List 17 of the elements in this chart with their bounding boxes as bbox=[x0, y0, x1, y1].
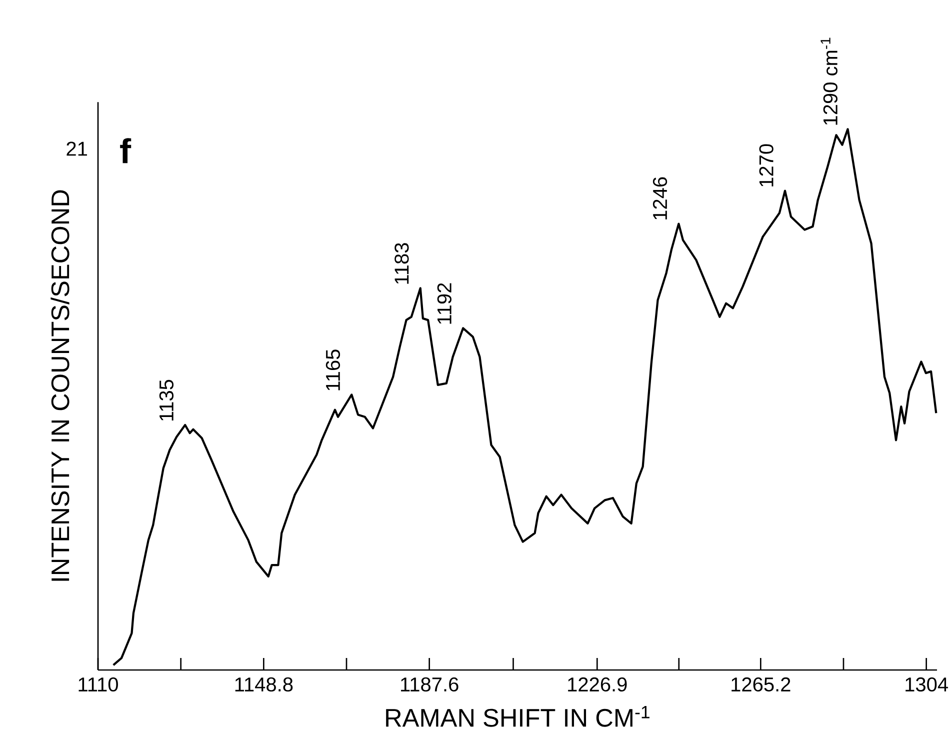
y-axis-title: INTENSITY IN COUNTS/SECOND bbox=[50, 190, 70, 581]
annotation: 1246 bbox=[652, 177, 668, 220]
x-tick-label: 1187.6 bbox=[401, 677, 458, 692]
x-tick-label: 1226.9 bbox=[568, 677, 627, 692]
annotation: 1183 bbox=[394, 243, 409, 284]
annotation: f bbox=[120, 138, 132, 164]
annotation: 1165 bbox=[326, 350, 340, 390]
x-tick-label: 1265.2 bbox=[732, 677, 790, 692]
annotation: 1270 bbox=[759, 144, 774, 186]
text: 21 bbox=[66, 142, 87, 156]
x-axis-title: RAMAN SHIFT IN CM$^{-1}$ bbox=[386, 706, 650, 727]
annotation: 1135 bbox=[159, 380, 174, 421]
x-tick-label: 1148.8 bbox=[235, 677, 293, 692]
annotation: 1192 bbox=[437, 283, 452, 324]
x-tick-label: 1304 bbox=[906, 677, 948, 692]
x-tick-label: 1110 bbox=[78, 677, 118, 692]
annotation: 1290 cm$^{-1}$ bbox=[820, 38, 838, 125]
